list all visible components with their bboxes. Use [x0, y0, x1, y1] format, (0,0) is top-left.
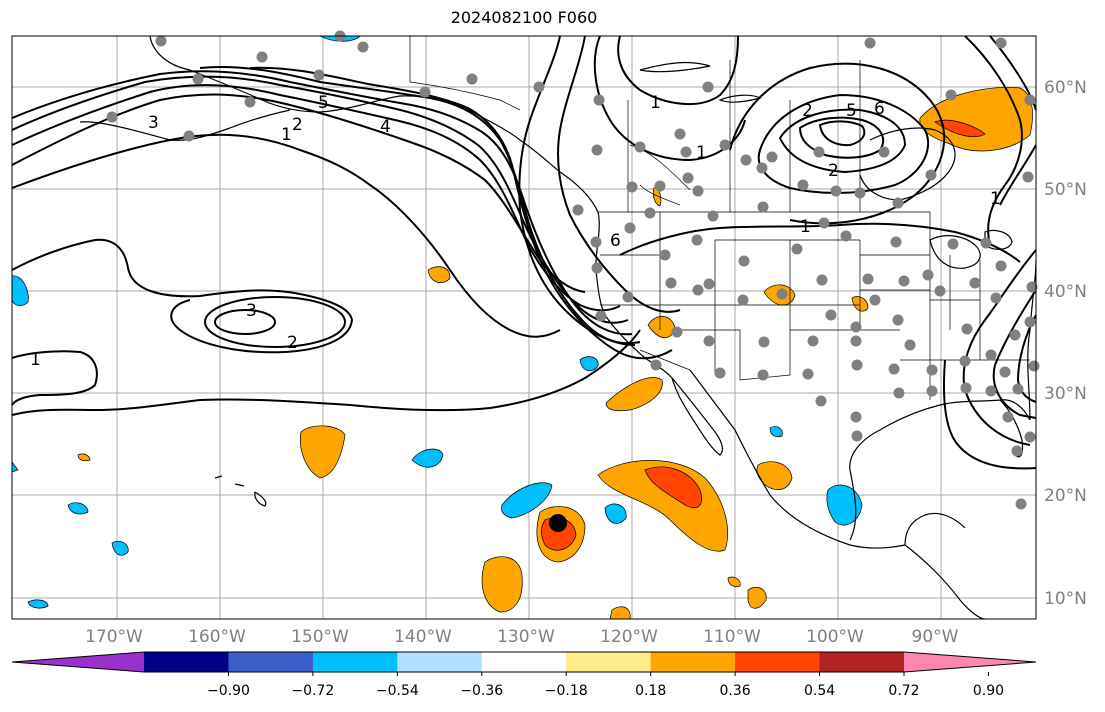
anomaly-blue-a	[411, 448, 444, 468]
positive-anomaly-regions	[77, 87, 1033, 620]
colorbar-tick-label: −0.90	[207, 683, 250, 699]
political-borders	[409, 36, 1030, 400]
contour-label-5-gulf: 5	[318, 93, 329, 113]
contour-label-6-hudson: 6	[874, 99, 885, 119]
contour-label-5-hudson: 5	[846, 101, 857, 121]
anomaly-blue-d	[579, 356, 599, 372]
anomaly-blue-west	[11, 275, 29, 306]
anomaly-pacific-c	[77, 453, 91, 462]
colorbar-segment	[312, 652, 398, 672]
anomaly-mexico-offshore-red	[644, 466, 702, 509]
storm-center-marker	[549, 514, 567, 532]
colorbar-outline	[11, 651, 1037, 673]
colorbar-tick-label: −0.72	[291, 683, 334, 699]
anomaly-small-a	[727, 576, 741, 587]
lon-label-150: 150°W	[291, 627, 349, 647]
colorbar-tick-label: 0.54	[804, 683, 835, 699]
anomaly-mexico-coast	[756, 461, 793, 490]
colorbar: −0.90 −0.72 −0.54 −0.36 −0.18 0.18 0.36 0.54 0.7…	[11, 651, 1037, 699]
colorbar-segment	[650, 652, 736, 672]
contour-label-group: 3 2 1 5 4 3 2 1 1 1 2 5 6 2 1 1 6	[30, 93, 1001, 370]
anomaly-small-b	[747, 586, 767, 609]
colorbar-segment	[228, 652, 314, 672]
contour-label-2-west: 2	[292, 115, 303, 135]
anomaly-hudson-orange	[919, 87, 1033, 152]
contour-label-1-plains: 1	[800, 217, 811, 237]
anomaly-pacific-b	[427, 266, 451, 284]
anomaly-baja	[605, 377, 663, 412]
lon-label-160: 160°W	[188, 627, 246, 647]
map-title: 2024082100 F060	[450, 8, 598, 27]
anomaly-blue-h	[769, 426, 783, 438]
anomaly-pacific-a	[299, 425, 346, 479]
contour-label-1-canada: 1	[650, 93, 661, 113]
contour-label-1-canada-b: 1	[696, 143, 707, 163]
contour-label-1-east: 1	[990, 189, 1001, 209]
colorbar-tick-label: 0.18	[635, 683, 666, 699]
colorbar-arrow-right	[904, 652, 1036, 672]
lon-label-120: 120°W	[600, 627, 658, 647]
anomaly-blue-f	[111, 540, 129, 556]
contour-label-2-pacific: 2	[287, 333, 298, 353]
lon-label-140: 140°W	[394, 627, 452, 647]
colorbar-segment	[397, 652, 483, 672]
colorbar-segment	[566, 652, 652, 672]
anomaly-blue-e	[67, 502, 89, 515]
lat-label-40: 40°N	[1044, 282, 1087, 302]
anomaly-blue-gulf	[826, 484, 863, 526]
anomaly-hudson-red	[934, 119, 986, 137]
anomaly-blue-g	[27, 599, 49, 609]
contour-label-2-hudson: 2	[802, 101, 813, 121]
lat-label-50: 50°N	[1044, 180, 1087, 200]
contour-label-3-pacific: 3	[246, 301, 257, 321]
anomaly-blue-c	[604, 503, 627, 524]
lon-label-130: 130°W	[497, 627, 555, 647]
colorbar-tick-label: 0.72	[888, 683, 919, 699]
colorbar-arrow-left	[12, 652, 144, 672]
longitude-labels: 170°W 160°W 150°W 140°W 130°W 120°W 110°…	[85, 627, 959, 647]
colorbar-segment	[819, 652, 905, 672]
lon-label-110: 110°W	[703, 627, 761, 647]
map-frame	[11, 35, 1037, 620]
colorbar-tick-label: 0.90	[973, 683, 1004, 699]
colorbar-segment	[481, 652, 567, 672]
lon-label-170: 170°W	[85, 627, 143, 647]
station-markers	[106, 30, 1040, 510]
lat-label-60: 60°N	[1044, 78, 1087, 98]
colorbar-tick-label: 0.36	[720, 683, 751, 699]
anomaly-blue-b	[501, 482, 553, 519]
map-background	[12, 36, 1036, 619]
graticule	[12, 36, 1036, 619]
contour-lines	[11, 35, 1037, 470]
lat-label-10: 10°N	[1044, 589, 1087, 609]
anomaly-pacific-d	[481, 556, 523, 613]
contour-label-2-hudson-b: 2	[828, 161, 839, 181]
contour-label-1-west: 1	[281, 125, 292, 145]
colorbar-tick-label: −0.36	[460, 683, 503, 699]
contour-label-4-gulf: 4	[380, 117, 391, 137]
lon-label-100: 100°W	[806, 627, 864, 647]
colorbar-tick-label: −0.54	[376, 683, 419, 699]
colorbar-segment	[144, 652, 229, 672]
colorbar-segment	[735, 652, 821, 672]
lat-label-20: 20°N	[1044, 486, 1087, 506]
lat-label-30: 30°N	[1044, 384, 1087, 404]
contour-label-3-west: 3	[148, 113, 159, 133]
negative-anomaly-regions	[11, 35, 863, 609]
lon-label-90: 90°W	[912, 627, 959, 647]
latitude-labels: 60°N 50°N 40°N 30°N 20°N 10°N	[1044, 78, 1087, 609]
colorbar-tick-label: −0.18	[545, 683, 588, 699]
contour-label-1-pacific: 1	[30, 350, 41, 370]
contour-label-6-coast: 6	[610, 231, 621, 251]
